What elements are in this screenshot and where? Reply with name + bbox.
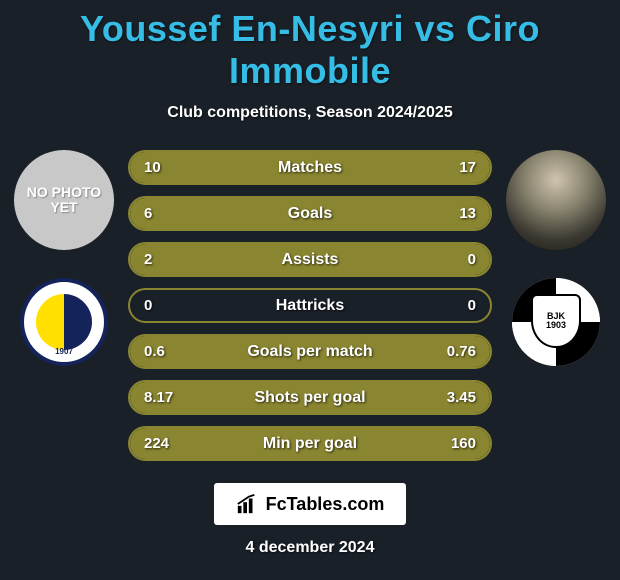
stat-value-right: 0	[436, 251, 490, 268]
brand-badge: FcTables.com	[214, 483, 407, 525]
stat-value-left: 8.17	[130, 389, 184, 406]
stat-value-right: 0.76	[436, 343, 490, 360]
player-photo-icon	[506, 150, 606, 250]
stat-label: Shots per goal	[184, 389, 436, 407]
club-left-year: 1907	[55, 347, 73, 356]
chart-icon	[236, 493, 258, 515]
stat-value-left: 224	[130, 435, 184, 452]
stat-value-left: 2	[130, 251, 184, 268]
stat-label: Goals	[184, 205, 436, 223]
stat-value-right: 160	[436, 435, 490, 452]
club-right-year: 1903	[546, 321, 566, 330]
player-right-avatar	[506, 150, 606, 250]
left-player-column: NO PHOTO YET 1907	[8, 150, 120, 366]
besiktas-shield-icon: BJK 1903	[531, 294, 580, 349]
stat-row: 10Matches17	[128, 150, 492, 185]
fenerbahce-inner-icon	[36, 294, 92, 350]
stat-value-left: 0.6	[130, 343, 184, 360]
player-left-avatar: NO PHOTO YET	[14, 150, 114, 250]
stats-list: 10Matches176Goals132Assists00Hattricks00…	[120, 150, 500, 461]
stat-value-left: 10	[130, 159, 184, 176]
subtitle: Club competitions, Season 2024/2025	[0, 104, 620, 122]
brand-text: FcTables.com	[266, 494, 385, 515]
stat-row: 8.17Shots per goal3.45	[128, 380, 492, 415]
stat-row: 0.6Goals per match0.76	[128, 334, 492, 369]
stat-label: Hattricks	[184, 297, 436, 315]
stat-value-left: 0	[130, 297, 184, 314]
footer: FcTables.com 4 december 2024	[0, 483, 620, 557]
stat-row: 224Min per goal160	[128, 426, 492, 461]
no-photo-placeholder: NO PHOTO YET	[14, 185, 114, 214]
stat-value-left: 6	[130, 205, 184, 222]
right-player-column: BJK 1903	[500, 150, 612, 366]
stat-label: Assists	[184, 251, 436, 269]
stat-label: Min per goal	[184, 435, 436, 453]
stat-value-right: 17	[436, 159, 490, 176]
club-right-badge: BJK 1903	[512, 278, 600, 366]
stat-value-right: 0	[436, 297, 490, 314]
stat-row: 6Goals13	[128, 196, 492, 231]
date-text: 4 december 2024	[246, 539, 375, 557]
stat-label: Goals per match	[184, 343, 436, 361]
stat-value-right: 3.45	[436, 389, 490, 406]
comparison-container: NO PHOTO YET 1907 10Matches17 6Goals13 2As…	[0, 150, 620, 461]
stat-label: Matches	[184, 159, 436, 177]
stat-value-right: 13	[436, 205, 490, 222]
stat-row: 2Assists0	[128, 242, 492, 277]
stat-row: 0Hattricks0	[128, 288, 492, 323]
club-left-badge: 1907	[20, 278, 108, 366]
page-title: Youssef En-Nesyri vs Ciro Immobile	[0, 0, 620, 92]
